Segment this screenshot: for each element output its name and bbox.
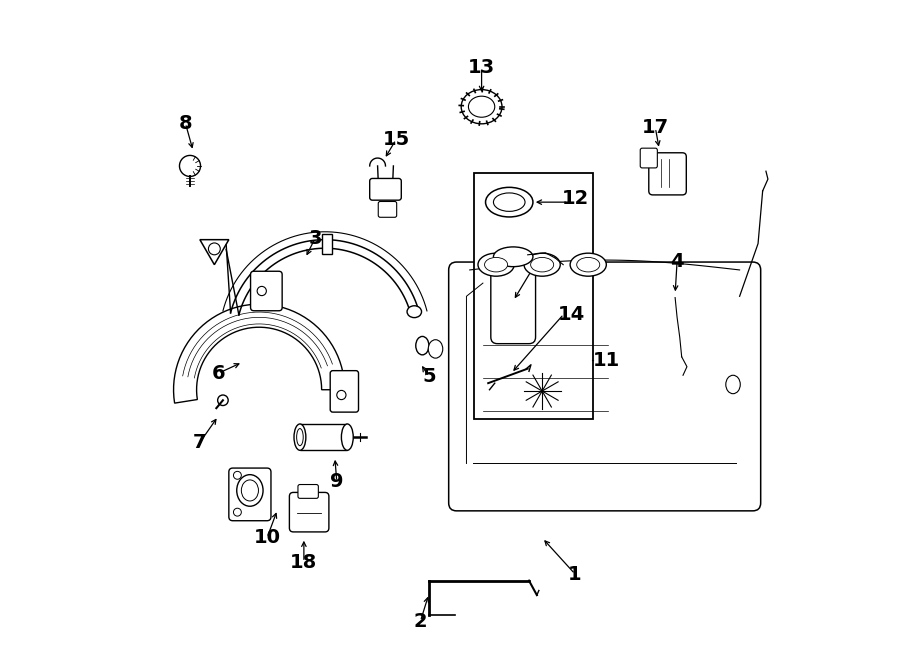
Text: 4: 4	[670, 252, 684, 271]
Ellipse shape	[461, 90, 502, 124]
Circle shape	[337, 391, 346, 400]
Ellipse shape	[524, 253, 561, 276]
Text: 6: 6	[212, 364, 225, 383]
Ellipse shape	[294, 424, 306, 450]
FancyBboxPatch shape	[322, 234, 332, 254]
Text: 17: 17	[642, 118, 669, 137]
Ellipse shape	[577, 257, 599, 272]
Text: 2: 2	[414, 612, 427, 631]
Polygon shape	[174, 304, 345, 403]
Text: 14: 14	[558, 305, 585, 323]
Ellipse shape	[416, 336, 429, 355]
FancyBboxPatch shape	[449, 262, 760, 511]
Text: 8: 8	[178, 114, 193, 133]
FancyBboxPatch shape	[290, 492, 328, 532]
Ellipse shape	[428, 340, 443, 358]
Circle shape	[218, 395, 229, 406]
Text: 18: 18	[290, 553, 318, 572]
Circle shape	[209, 243, 220, 254]
Text: 13: 13	[468, 58, 495, 77]
Ellipse shape	[493, 193, 525, 212]
FancyBboxPatch shape	[250, 271, 283, 311]
Text: 9: 9	[330, 473, 344, 491]
Ellipse shape	[237, 475, 263, 506]
Text: 15: 15	[382, 130, 410, 149]
FancyBboxPatch shape	[298, 485, 319, 498]
FancyBboxPatch shape	[330, 371, 358, 412]
Ellipse shape	[341, 424, 353, 450]
Text: 11: 11	[593, 350, 620, 369]
Ellipse shape	[485, 187, 533, 217]
Text: 16: 16	[527, 256, 554, 276]
FancyBboxPatch shape	[640, 148, 657, 168]
Ellipse shape	[407, 306, 421, 318]
Ellipse shape	[241, 480, 258, 501]
Ellipse shape	[468, 96, 495, 117]
Bar	[474, 173, 593, 419]
Text: 10: 10	[254, 528, 281, 547]
Ellipse shape	[493, 247, 533, 266]
Ellipse shape	[484, 257, 508, 272]
Bar	[300, 424, 347, 450]
Text: 12: 12	[562, 189, 589, 208]
Polygon shape	[200, 240, 229, 264]
Text: 3: 3	[309, 229, 322, 248]
FancyBboxPatch shape	[649, 153, 687, 195]
Text: 1: 1	[568, 564, 582, 584]
Text: 5: 5	[422, 367, 436, 386]
Circle shape	[233, 508, 241, 516]
Ellipse shape	[531, 257, 554, 272]
Ellipse shape	[570, 253, 607, 276]
Circle shape	[233, 471, 241, 479]
FancyBboxPatch shape	[229, 468, 271, 521]
Circle shape	[179, 155, 201, 176]
FancyBboxPatch shape	[378, 202, 397, 217]
Ellipse shape	[725, 375, 741, 394]
FancyBboxPatch shape	[370, 178, 401, 200]
Ellipse shape	[297, 428, 303, 446]
Text: 7: 7	[194, 433, 207, 452]
Circle shape	[257, 286, 266, 295]
Ellipse shape	[478, 253, 514, 276]
FancyBboxPatch shape	[491, 258, 536, 344]
